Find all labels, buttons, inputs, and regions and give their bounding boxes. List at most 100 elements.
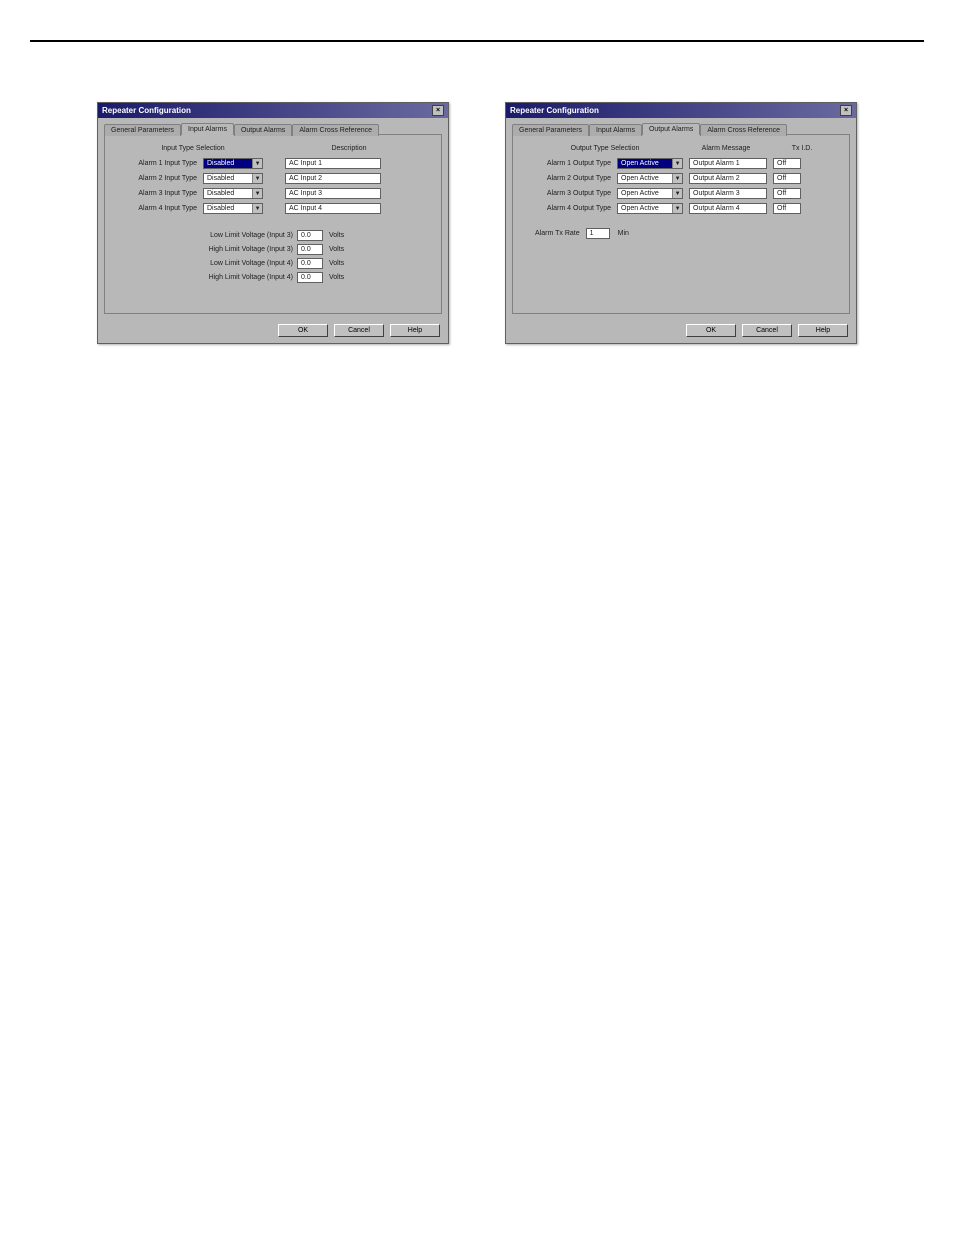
- alarm-message-label: Alarm Message: [685, 145, 767, 152]
- chevron-down-icon: ▼: [672, 204, 682, 213]
- combo-text: Disabled: [204, 189, 252, 198]
- alarm-output-row: Alarm 4 Output Type Open Active ▼ Output…: [525, 203, 837, 214]
- titlebar: Repeater Configuration ×: [506, 103, 856, 118]
- tabstrip: General Parameters Input Alarms Output A…: [506, 118, 856, 134]
- ok-button[interactable]: OK: [278, 324, 328, 337]
- output-alarms-panel: Output Type Selection Alarm Message Tx I…: [512, 134, 850, 314]
- chevron-down-icon: ▼: [252, 189, 262, 198]
- chevron-down-icon: ▼: [672, 189, 682, 198]
- alarm-input-row: Alarm 3 Input Type Disabled ▼ AC Input 3: [117, 188, 429, 199]
- tab-alarm-xref[interactable]: Alarm Cross Reference: [292, 124, 379, 136]
- chevron-down-icon: ▼: [672, 159, 682, 168]
- voltage-row: Low Limit Voltage (Input 3) 0.0 Volts: [175, 230, 429, 241]
- page-rule: [30, 40, 924, 42]
- alarm1-description-input[interactable]: AC Input 1: [285, 158, 381, 169]
- alarm2-description-input[interactable]: AC Input 2: [285, 173, 381, 184]
- alarm2-input-type-select[interactable]: Disabled ▼: [203, 173, 263, 184]
- input-section-header: Input Type Selection Description: [117, 145, 429, 152]
- alarm-tx-rate-input[interactable]: 1: [586, 228, 610, 239]
- volts-unit: Volts: [323, 260, 344, 267]
- alarm-tx-rate-label: Alarm Tx Rate: [535, 230, 586, 237]
- ok-button[interactable]: OK: [686, 324, 736, 337]
- alarm2-txid-input[interactable]: Off: [773, 173, 801, 184]
- alarm1-txid-input[interactable]: Off: [773, 158, 801, 169]
- alarm3-output-type-select[interactable]: Open Active ▼: [617, 188, 683, 199]
- cancel-button[interactable]: Cancel: [742, 324, 792, 337]
- cancel-button[interactable]: Cancel: [334, 324, 384, 337]
- chevron-down-icon: ▼: [672, 174, 682, 183]
- alarm-tx-rate-row: Alarm Tx Rate 1 Min: [535, 228, 837, 239]
- tab-output-alarms[interactable]: Output Alarms: [234, 124, 292, 136]
- alarm4-message-input[interactable]: Output Alarm 4: [689, 203, 767, 214]
- volts-unit: Volts: [323, 274, 344, 281]
- description-label: Description: [269, 145, 429, 152]
- alarm4-input-type-select[interactable]: Disabled ▼: [203, 203, 263, 214]
- voltage-limits-group: Low Limit Voltage (Input 3) 0.0 Volts Hi…: [175, 230, 429, 283]
- alarm3-txid-input[interactable]: Off: [773, 188, 801, 199]
- voltage-row: High Limit Voltage (Input 3) 0.0 Volts: [175, 244, 429, 255]
- tab-output-alarms[interactable]: Output Alarms: [642, 123, 700, 135]
- alarm3-input-type-select[interactable]: Disabled ▼: [203, 188, 263, 199]
- dialogs-container: Repeater Configuration × General Paramet…: [30, 102, 924, 344]
- alarm3-description-input[interactable]: AC Input 3: [285, 188, 381, 199]
- tab-general[interactable]: General Parameters: [104, 124, 181, 136]
- window-title: Repeater Configuration: [102, 106, 191, 115]
- alarm2-input-label: Alarm 2 Input Type: [117, 175, 203, 182]
- alarm1-input-type-select[interactable]: Disabled ▼: [203, 158, 263, 169]
- combo-text: Open Active: [618, 159, 672, 168]
- alarm-output-row: Alarm 2 Output Type Open Active ▼ Output…: [525, 173, 837, 184]
- high-limit-3-input[interactable]: 0.0: [297, 244, 323, 255]
- output-type-selection-label: Output Type Selection: [525, 145, 685, 152]
- dialog-input-alarms: Repeater Configuration × General Paramet…: [97, 102, 449, 344]
- alarm4-input-label: Alarm 4 Input Type: [117, 205, 203, 212]
- alarm4-output-label: Alarm 4 Output Type: [525, 205, 617, 212]
- low-limit-4-label: Low Limit Voltage (Input 4): [175, 260, 297, 267]
- alarm-input-row: Alarm 1 Input Type Disabled ▼ AC Input 1: [117, 158, 429, 169]
- low-limit-3-label: Low Limit Voltage (Input 3): [175, 232, 297, 239]
- alarm4-output-type-select[interactable]: Open Active ▼: [617, 203, 683, 214]
- min-unit: Min: [610, 230, 629, 237]
- volts-unit: Volts: [323, 232, 344, 239]
- help-button[interactable]: Help: [798, 324, 848, 337]
- tab-general[interactable]: General Parameters: [512, 124, 589, 136]
- low-limit-3-input[interactable]: 0.0: [297, 230, 323, 241]
- alarm2-output-label: Alarm 2 Output Type: [525, 175, 617, 182]
- chevron-down-icon: ▼: [252, 159, 262, 168]
- alarm3-output-label: Alarm 3 Output Type: [525, 190, 617, 197]
- alarm2-output-type-select[interactable]: Open Active ▼: [617, 173, 683, 184]
- alarm4-txid-input[interactable]: Off: [773, 203, 801, 214]
- alarm-output-row: Alarm 3 Output Type Open Active ▼ Output…: [525, 188, 837, 199]
- titlebar: Repeater Configuration ×: [98, 103, 448, 118]
- combo-text: Disabled: [204, 174, 252, 183]
- close-icon[interactable]: ×: [840, 105, 852, 116]
- tab-input-alarms[interactable]: Input Alarms: [181, 123, 234, 135]
- tab-input-alarms[interactable]: Input Alarms: [589, 124, 642, 136]
- combo-text: Open Active: [618, 189, 672, 198]
- alarm4-description-input[interactable]: AC Input 4: [285, 203, 381, 214]
- dialog-output-alarms: Repeater Configuration × General Paramet…: [505, 102, 857, 344]
- alarm3-message-input[interactable]: Output Alarm 3: [689, 188, 767, 199]
- alarm-input-row: Alarm 2 Input Type Disabled ▼ AC Input 2: [117, 173, 429, 184]
- low-limit-4-input[interactable]: 0.0: [297, 258, 323, 269]
- high-limit-4-label: High Limit Voltage (Input 4): [175, 274, 297, 281]
- alarm2-message-input[interactable]: Output Alarm 2: [689, 173, 767, 184]
- alarm1-message-input[interactable]: Output Alarm 1: [689, 158, 767, 169]
- volts-unit: Volts: [323, 246, 344, 253]
- high-limit-4-input[interactable]: 0.0: [297, 272, 323, 283]
- help-button[interactable]: Help: [390, 324, 440, 337]
- alarm-output-row: Alarm 1 Output Type Open Active ▼ Output…: [525, 158, 837, 169]
- chevron-down-icon: ▼: [252, 174, 262, 183]
- output-section-header: Output Type Selection Alarm Message Tx I…: [525, 145, 837, 152]
- alarm1-output-type-select[interactable]: Open Active ▼: [617, 158, 683, 169]
- high-limit-3-label: High Limit Voltage (Input 3): [175, 246, 297, 253]
- alarm3-input-label: Alarm 3 Input Type: [117, 190, 203, 197]
- alarm1-output-label: Alarm 1 Output Type: [525, 160, 617, 167]
- txid-label: Tx I.D.: [767, 145, 837, 152]
- alarm-input-row: Alarm 4 Input Type Disabled ▼ AC Input 4: [117, 203, 429, 214]
- close-icon[interactable]: ×: [432, 105, 444, 116]
- alarm1-input-label: Alarm 1 Input Type: [117, 160, 203, 167]
- input-alarms-panel: Input Type Selection Description Alarm 1…: [104, 134, 442, 314]
- combo-text: Open Active: [618, 204, 672, 213]
- tab-alarm-xref[interactable]: Alarm Cross Reference: [700, 124, 787, 136]
- dialog-buttons: OK Cancel Help: [506, 320, 856, 343]
